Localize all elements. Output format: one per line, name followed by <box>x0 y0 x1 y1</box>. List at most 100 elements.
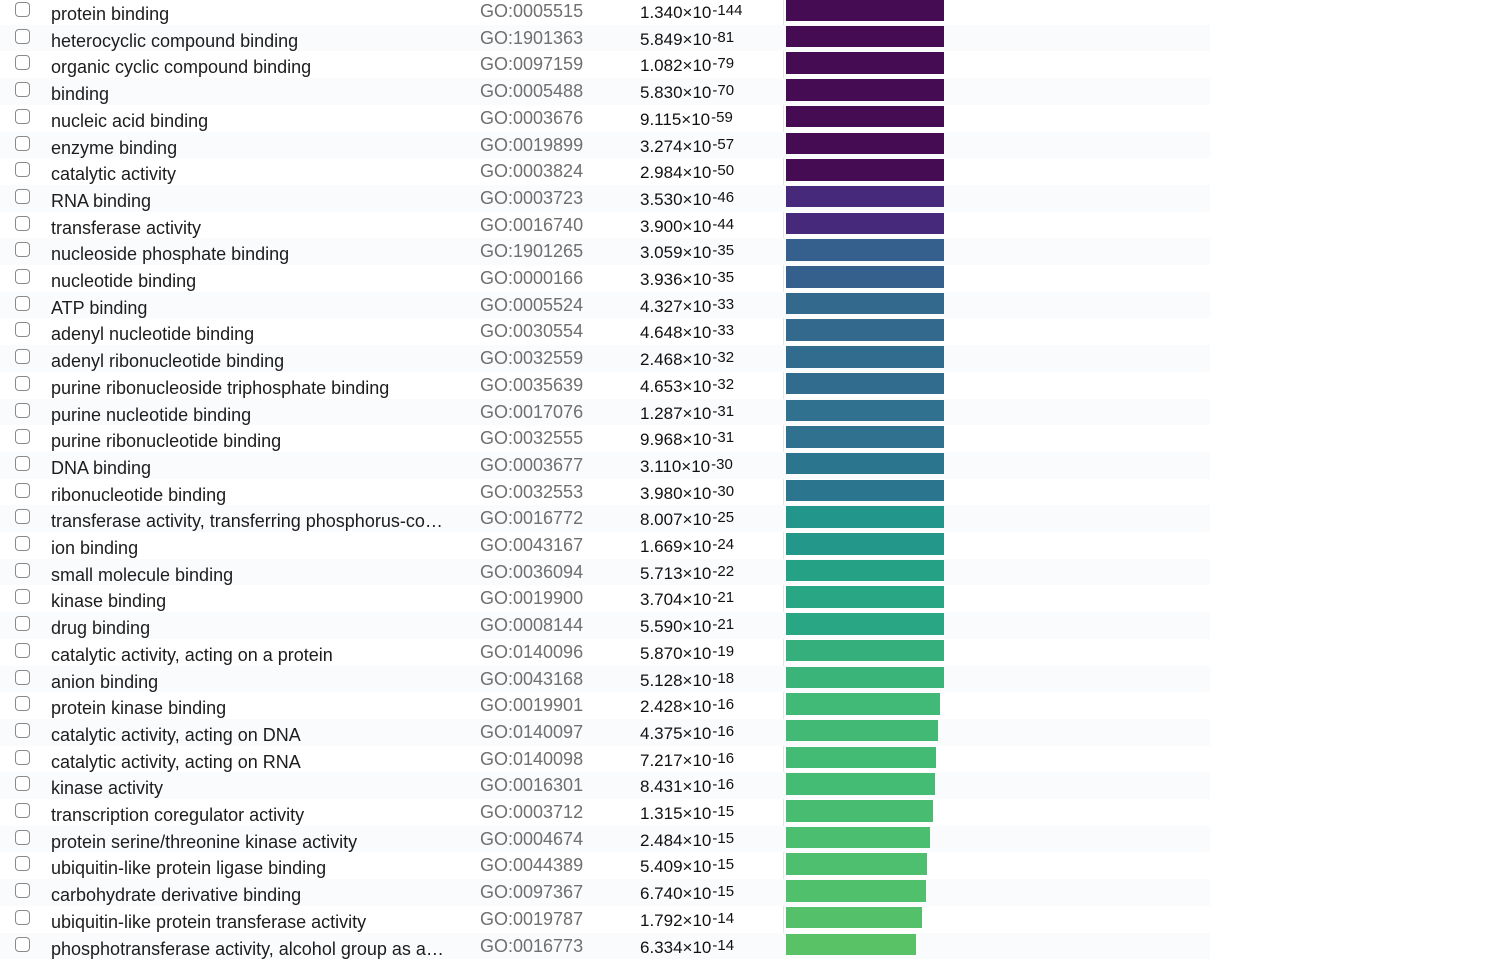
table-row[interactable]: purine ribonucleotide binding GO:0032555 9… <box>0 425 1210 452</box>
table-row[interactable]: protein serine/threonine kinase activity… <box>0 825 1210 853</box>
table-row[interactable]: adenyl nucleotide binding GO:0030554 4.648… <box>0 318 1210 345</box>
go-term-name: DNA binding <box>51 457 152 478</box>
row-checkbox[interactable] <box>15 856 30 872</box>
row-checkbox[interactable] <box>15 322 30 338</box>
p-value-exponent: -35 <box>712 242 735 260</box>
row-checkbox[interactable] <box>15 509 30 525</box>
row-checkbox[interactable] <box>15 295 30 311</box>
table-row[interactable]: RNA binding GO:0003723 3.530×10-46 <box>0 184 1210 212</box>
table-row[interactable]: catalytic activity GO:0003824 2.984×10-50 <box>0 158 1210 185</box>
table-row[interactable]: protein kinase binding GO:0019901 2.428×10… <box>0 692 1210 719</box>
row-checkbox[interactable] <box>15 936 30 952</box>
row-checkbox[interactable] <box>15 883 30 899</box>
go-term-name: adenyl ribonucleotide binding <box>51 351 285 372</box>
row-checkbox[interactable] <box>15 242 30 258</box>
p-value-mantissa: 6.740 <box>640 884 683 904</box>
table-row[interactable]: drug binding GO:0008144 5.590×10-21 <box>0 612 1210 639</box>
row-checkbox[interactable] <box>15 135 30 151</box>
p-value-base: ×10 <box>682 3 712 22</box>
p-value-base: ×10 <box>682 563 712 583</box>
row-checkbox[interactable] <box>15 909 30 925</box>
table-row[interactable]: DNA binding GO:0003677 3.110×10-30 <box>0 451 1210 479</box>
table-row[interactable]: purine nucleotide binding GO:0017076 1.287… <box>0 398 1210 426</box>
table-row[interactable]: kinase binding GO:0019900 3.704×10-21 <box>0 585 1210 612</box>
table-row[interactable]: ubiquitin-like protein ligase binding GO:… <box>0 852 1210 879</box>
row-checkbox[interactable] <box>15 28 30 44</box>
table-row[interactable]: phosphotransferase activity, alcohol gro… <box>0 932 1210 960</box>
row-checkbox[interactable] <box>15 722 30 738</box>
row-checkbox[interactable] <box>15 616 30 632</box>
row-checkbox[interactable] <box>15 455 30 471</box>
row-checkbox[interactable] <box>15 536 30 551</box>
table-row[interactable]: heterocyclic compound binding GO:1901363 5… <box>0 24 1210 52</box>
table-row[interactable]: anion binding GO:0043168 5.128×10-18 <box>0 665 1210 693</box>
p-value-exponent: -15 <box>712 803 735 820</box>
go-term-name: transferase activity <box>51 217 202 238</box>
table-row[interactable]: catalytic activity, acting on RNA GO:0140… <box>0 746 1210 773</box>
p-value-base: ×10 <box>682 376 712 396</box>
row-checkbox[interactable] <box>15 349 30 365</box>
row-checkbox[interactable] <box>15 482 30 498</box>
table-row[interactable]: carbohydrate derivative binding GO:009736… <box>0 879 1210 906</box>
row-checkbox[interactable] <box>15 669 30 685</box>
row-checkbox[interactable] <box>15 749 30 765</box>
p-value-exponent: -81 <box>712 28 735 46</box>
p-value-exponent: -16 <box>712 696 735 714</box>
go-term-name: catalytic activity, acting on a protein <box>51 644 333 665</box>
table-row[interactable]: binding GO:0005488 5.830×10-70 <box>0 78 1210 105</box>
p-value-base: ×10 <box>682 777 712 797</box>
row-checkbox[interactable] <box>15 2 30 17</box>
table-row[interactable]: ubiquitin-like protein transferase activ… <box>0 906 1210 933</box>
p-value-base: ×10 <box>682 296 712 316</box>
p-value-mantissa: 1.315 <box>640 804 683 823</box>
row-checkbox[interactable] <box>15 55 30 71</box>
table-row[interactable]: ion binding GO:0043167 1.669×10-24 <box>0 532 1210 559</box>
table-row[interactable]: catalytic activity, acting on a protein G… <box>0 639 1210 666</box>
table-row[interactable]: small molecule binding GO:0036094 5.713×10… <box>0 558 1210 586</box>
go-term-name: phosphotransferase activity, alcohol gro… <box>51 938 451 959</box>
table-row[interactable]: ATP binding GO:0005524 4.327×10-33 <box>0 291 1210 319</box>
row-checkbox[interactable] <box>15 269 30 284</box>
p-value-exponent: -21 <box>712 589 735 607</box>
row-checkbox[interactable] <box>15 162 30 178</box>
p-value-mantissa: 5.590 <box>640 617 683 637</box>
table-row[interactable]: purine ribonucleoside triphosphate bindi… <box>0 372 1210 399</box>
row-checkbox[interactable] <box>15 696 30 712</box>
row-checkbox[interactable] <box>15 188 30 204</box>
row-checkbox[interactable] <box>15 776 30 792</box>
row-checkbox[interactable] <box>15 82 30 98</box>
table-row[interactable]: transferase activity GO:0016740 3.900×10-4… <box>0 212 1210 239</box>
row-checkbox[interactable] <box>15 803 30 818</box>
row-checkbox[interactable] <box>15 589 30 605</box>
table-row[interactable]: organic cyclic compound binding GO:009715… <box>0 51 1210 78</box>
significance-bar <box>786 479 944 502</box>
p-value-mantissa: 4.653 <box>640 376 683 396</box>
table-row[interactable]: transferase activity, transferring phosp… <box>0 505 1210 532</box>
table-row[interactable]: transcription coregulator activity GO:000… <box>0 799 1210 826</box>
row-checkbox[interactable] <box>15 642 30 658</box>
row-checkbox[interactable] <box>15 829 30 845</box>
row-checkbox[interactable] <box>15 215 30 231</box>
table-row[interactable]: kinase activity GO:0016301 8.431×10-16 <box>0 772 1210 799</box>
table-row[interactable]: nucleic acid binding GO:0003676 9.115×10-5… <box>0 105 1210 132</box>
row-checkbox[interactable] <box>15 402 30 418</box>
p-value-exponent: -14 <box>712 936 735 954</box>
p-value: 6.740×10-15 <box>640 883 734 904</box>
table-row[interactable]: adenyl ribonucleotide binding GO:0032559 2… <box>0 345 1210 372</box>
go-id: GO:0097159 <box>480 54 584 75</box>
table-row[interactable]: ribonucleotide binding GO:0032553 3.980×10… <box>0 479 1210 506</box>
row-checkbox[interactable] <box>15 429 30 445</box>
table-row[interactable]: enzyme binding GO:0019899 3.274×10-57 <box>0 131 1210 159</box>
table-row[interactable]: catalytic activity, acting on DNA GO:0140… <box>0 718 1210 746</box>
row-checkbox[interactable] <box>15 375 30 391</box>
table-row[interactable]: nucleoside phosphate binding GO:1901265 3.… <box>0 238 1210 265</box>
table-row[interactable]: protein binding GO:0005515 1.340×10-144 <box>0 0 1210 25</box>
table-row[interactable]: nucleotide binding GO:0000166 3.936×10-35 <box>0 265 1210 292</box>
p-value-exponent: -70 <box>712 82 735 100</box>
p-value-exponent: -57 <box>712 135 735 153</box>
row-checkbox[interactable] <box>15 562 30 578</box>
go-term-name: organic cyclic compound binding <box>51 57 312 78</box>
go-id: GO:0043168 <box>480 668 584 689</box>
row-checkbox[interactable] <box>15 108 30 124</box>
